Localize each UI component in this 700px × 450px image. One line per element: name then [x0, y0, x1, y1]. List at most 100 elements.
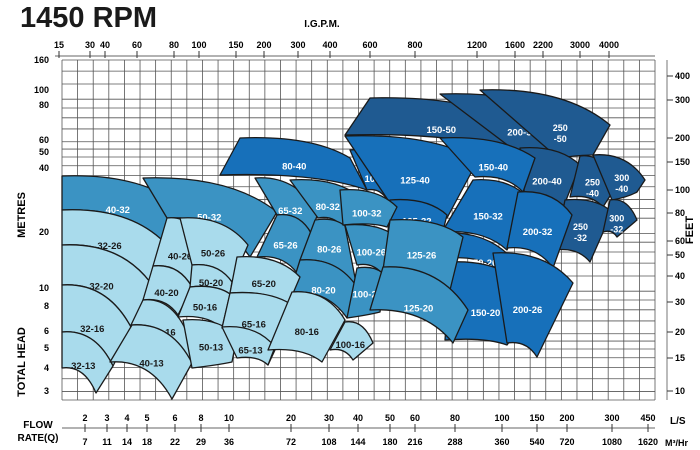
region-label-line: 32-26	[97, 241, 121, 252]
bottom-tick-label-ls: 300	[604, 413, 619, 423]
region-label: 125-20	[404, 304, 434, 315]
region-label: 150-26	[468, 258, 498, 269]
region-shape	[441, 179, 531, 251]
right-axis-label: FEET	[684, 216, 696, 244]
left-tick-label: 5	[44, 343, 49, 353]
right-tick-label: 60	[675, 236, 685, 246]
region-label: 250 -40	[585, 177, 600, 198]
bottom-tick-label-m3: 540	[529, 437, 544, 447]
left-tick-label: 6	[44, 326, 49, 336]
region-label: 150-20	[471, 308, 501, 319]
bottom-tick-label-ls: 2	[82, 413, 87, 423]
left-tick-label: 60	[39, 135, 49, 145]
region-label-line: 50-32	[197, 212, 221, 223]
bottom-tick-label-m3: 22	[170, 437, 180, 447]
region-label-line: 80-32	[316, 202, 340, 213]
region-label: 50-20	[199, 278, 223, 289]
region-label-line: -40	[615, 184, 628, 194]
bottom-tick-label-ls: 150	[529, 413, 544, 423]
region-label: 65-26	[273, 241, 297, 252]
right-tick-label: 80	[675, 208, 685, 218]
region-label: 50-13	[199, 343, 223, 354]
region-label-line: 125-20	[404, 304, 434, 315]
region-label: 200-40	[532, 176, 562, 187]
bottom-tick-label-ls: 5	[144, 413, 149, 423]
bottom-tick-label-ls: 10	[224, 413, 234, 423]
region-label-line: 50-26	[201, 249, 225, 260]
top-tick-label: 600	[362, 40, 377, 50]
region-shape	[221, 326, 276, 366]
bottom-tick-label-m3: 7	[82, 437, 87, 447]
region-label-line: 150-26	[468, 258, 498, 269]
region-label: 300 -32	[609, 213, 624, 234]
left-tick-label: 20	[39, 227, 49, 237]
region-shape	[479, 89, 611, 159]
bottom-tick-label-m3: 720	[559, 437, 574, 447]
region-shape	[329, 321, 374, 361]
region-label-line: 250	[553, 123, 568, 133]
region-shape	[109, 324, 193, 400]
top-tick-label: 80	[169, 40, 179, 50]
region-shape	[506, 191, 573, 269]
region-label: 40-26	[168, 251, 192, 262]
unit-m3: M³/Hr	[665, 438, 688, 448]
region-label-line: 65-32	[278, 206, 302, 217]
region-label: 150-50	[426, 125, 456, 136]
bottom-tick-label-ls: 4	[124, 413, 129, 423]
region-shape	[592, 154, 646, 201]
right-tick-label: 400	[675, 71, 690, 81]
right-tick-label: 20	[675, 327, 685, 337]
region-label-line: 40-13	[139, 358, 163, 369]
unit-ls: L/S	[670, 416, 686, 427]
bottom-tick-label-ls: 30	[324, 413, 334, 423]
right-tick-label: 150	[675, 157, 690, 167]
region-label-line: 150-40	[478, 162, 508, 173]
left-axis-label-2: TOTAL HEAD	[16, 327, 28, 397]
left-tick-label: 100	[34, 85, 49, 95]
region-label: 80-20	[311, 285, 335, 296]
region-label-line: 100-26	[356, 247, 386, 258]
region-label: 80-26	[317, 245, 341, 256]
left-tick-label: 80	[39, 100, 49, 110]
bottom-tick-label-ls: 200	[559, 413, 574, 423]
region-label-line: 65-13	[238, 345, 262, 356]
left-tick-label: 40	[39, 163, 49, 173]
top-tick-label: 100	[191, 40, 206, 50]
region-label: 32-13	[71, 361, 95, 372]
bottom-axis-label-2: RATE(Q)	[18, 433, 59, 444]
region-label-line: 125-26	[407, 250, 437, 261]
pump-region-200-32: 200-32	[506, 191, 573, 269]
region-label-line: 150-32	[473, 212, 503, 223]
region-label-line: 100-32	[352, 208, 382, 219]
left-tick-label: 10	[39, 283, 49, 293]
region-shape	[602, 199, 638, 238]
top-tick-label: 60	[132, 40, 142, 50]
left-tick-label: 50	[39, 147, 49, 157]
region-label-line: 250	[585, 177, 600, 187]
region-label: 32-16	[80, 324, 104, 335]
region-label: 250 -32	[573, 222, 588, 243]
region-shape	[439, 137, 536, 193]
region-label-line: -32	[574, 233, 587, 243]
region-label: 200-50	[507, 127, 537, 138]
region-label: 50-32	[197, 212, 221, 223]
bottom-tick-label-m3: 18	[142, 437, 152, 447]
region-label: 65-20	[252, 279, 276, 290]
right-tick-label: 10	[675, 386, 685, 396]
region-label-line: 65-20	[252, 279, 276, 290]
region-label: 100-16	[335, 340, 365, 351]
pump-region-200-26: 200-26	[492, 252, 574, 358]
region-shape	[182, 318, 238, 369]
region-label-line: 80-16	[295, 327, 319, 338]
top-tick-label: 400	[322, 40, 337, 50]
bottom-tick-label-m3: 29	[196, 437, 206, 447]
region-label: 150-32	[473, 212, 503, 223]
region-shape	[61, 331, 114, 394]
region-label: 125-26	[407, 250, 437, 261]
bottom-tick-label-m3: 1080	[602, 437, 622, 447]
region-label: 32-26	[97, 241, 121, 252]
region-label-line: 300	[609, 213, 624, 223]
right-tick-label: 40	[675, 271, 685, 281]
bottom-tick-label-ls: 3	[104, 413, 109, 423]
